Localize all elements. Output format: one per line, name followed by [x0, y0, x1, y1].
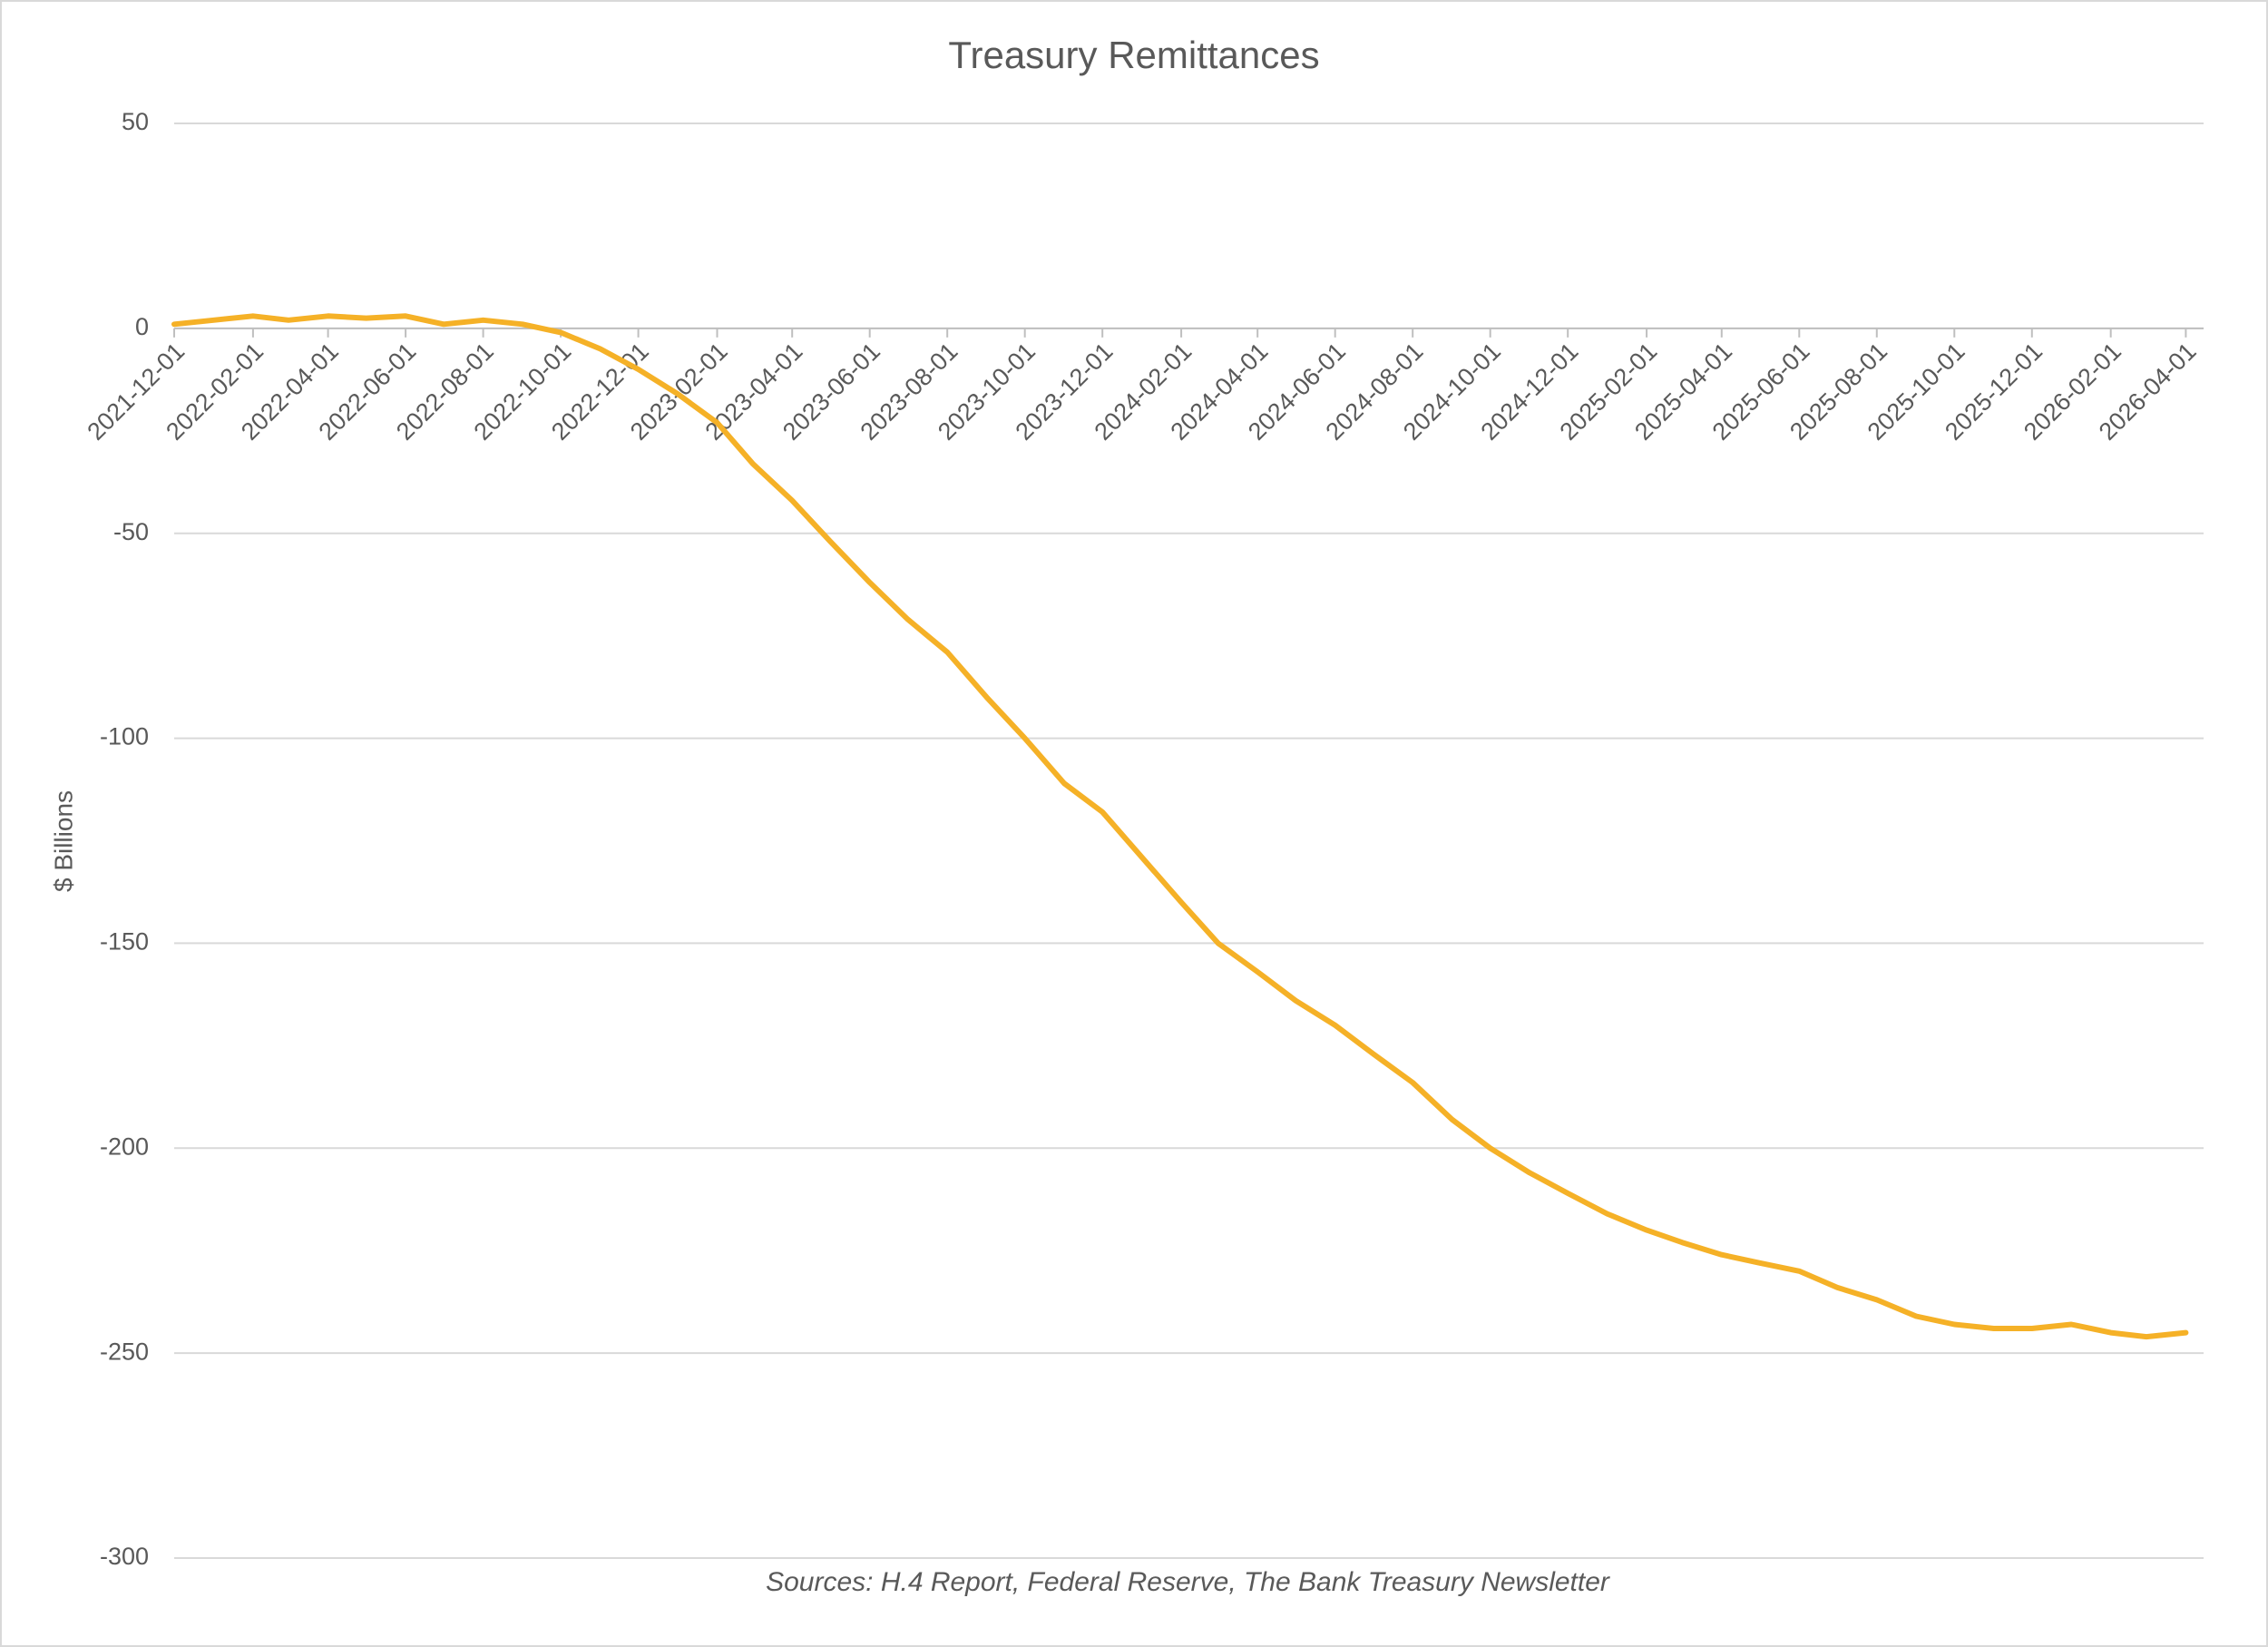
chart-title: Treasury Remittances [948, 34, 1319, 76]
y-tick-label: -150 [100, 928, 149, 956]
y-tick-label: 0 [135, 313, 149, 340]
y-tick-label: -50 [113, 518, 149, 545]
y-tick-label: -100 [100, 723, 149, 750]
data-line [171, 313, 2189, 1340]
source-note: Sources: H.4 Report, Federal Reserve, Th… [766, 1567, 1610, 1597]
y-axis-label: $ Billions [49, 790, 77, 892]
y-tick-label: -200 [100, 1132, 149, 1160]
y-tick-label: -300 [100, 1543, 149, 1570]
y-tick-label: 50 [122, 108, 149, 135]
y-tick-label: -250 [100, 1338, 149, 1365]
